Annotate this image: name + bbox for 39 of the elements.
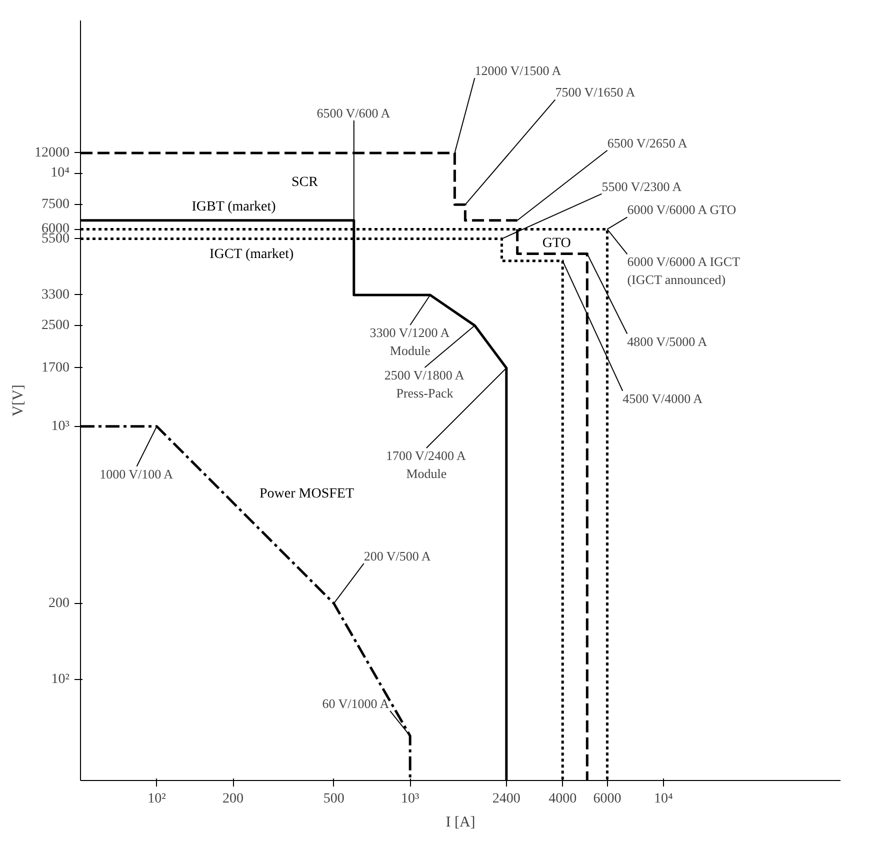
annotation: 6500 V/2650 A [607, 135, 688, 150]
y-tick-label: 10² [51, 672, 70, 688]
y-tick-label: 7500 [42, 197, 70, 212]
annotation: 7500 V/1650 A [555, 84, 636, 100]
annotation: 200 V/500 A [364, 548, 432, 564]
annotation: 6500 V/600 A [316, 105, 391, 120]
y-tick-label: 3300 [42, 288, 70, 302]
y-tick-label: 2500 [42, 318, 70, 334]
x-tick-label: 10² [148, 792, 166, 806]
x-axis-title: I [A] [446, 814, 476, 830]
annotation: 2500 V/1800 A Press-Pack [384, 368, 465, 401]
series-label: IGCT (market) [210, 246, 294, 262]
series-label: GTO [542, 236, 571, 251]
x-tick-label: 200 [222, 792, 244, 806]
y-tick-label: 1700 [42, 360, 70, 376]
series-label: Power MOSFET [260, 486, 354, 502]
y-tick-label: 200 [48, 596, 70, 611]
y-tick-label: 10³ [51, 418, 70, 434]
x-tick-label: 500 [323, 792, 344, 806]
y-axis-title: V[V] [10, 384, 26, 416]
x-tick-label: 2400 [492, 792, 520, 806]
annotation: 3300 V/1200 A Module [370, 325, 450, 358]
annotation: 5500 V/2300 A [602, 178, 682, 194]
annotation: 1700 V/2400 A Module [386, 448, 467, 481]
y-tick-label: 10⁴ [50, 166, 70, 181]
x-tick-label: 4000 [548, 792, 577, 806]
y-tick-label: 12000 [34, 145, 70, 160]
x-tick-label: 10³ [400, 792, 420, 806]
series-label: IGBT (market) [192, 199, 276, 214]
series-label: SCR [291, 174, 319, 190]
annotation: 6000 V/6000 A IGCT (IGCT announced) [627, 254, 740, 288]
x-tick-label: 10⁴ [654, 792, 673, 806]
annotation: 1000 V/100 A [100, 466, 174, 482]
annotation: 6000 V/6000 A GTO [627, 202, 736, 218]
annotation: 4800 V/5000 A [627, 334, 708, 349]
annotation: 60 V/1000 A [322, 696, 390, 711]
annotation: 4500 V/4000 A [622, 390, 704, 406]
annotation: 12000 V/1500 A [474, 62, 562, 78]
x-tick-label: 6000 [593, 792, 622, 806]
